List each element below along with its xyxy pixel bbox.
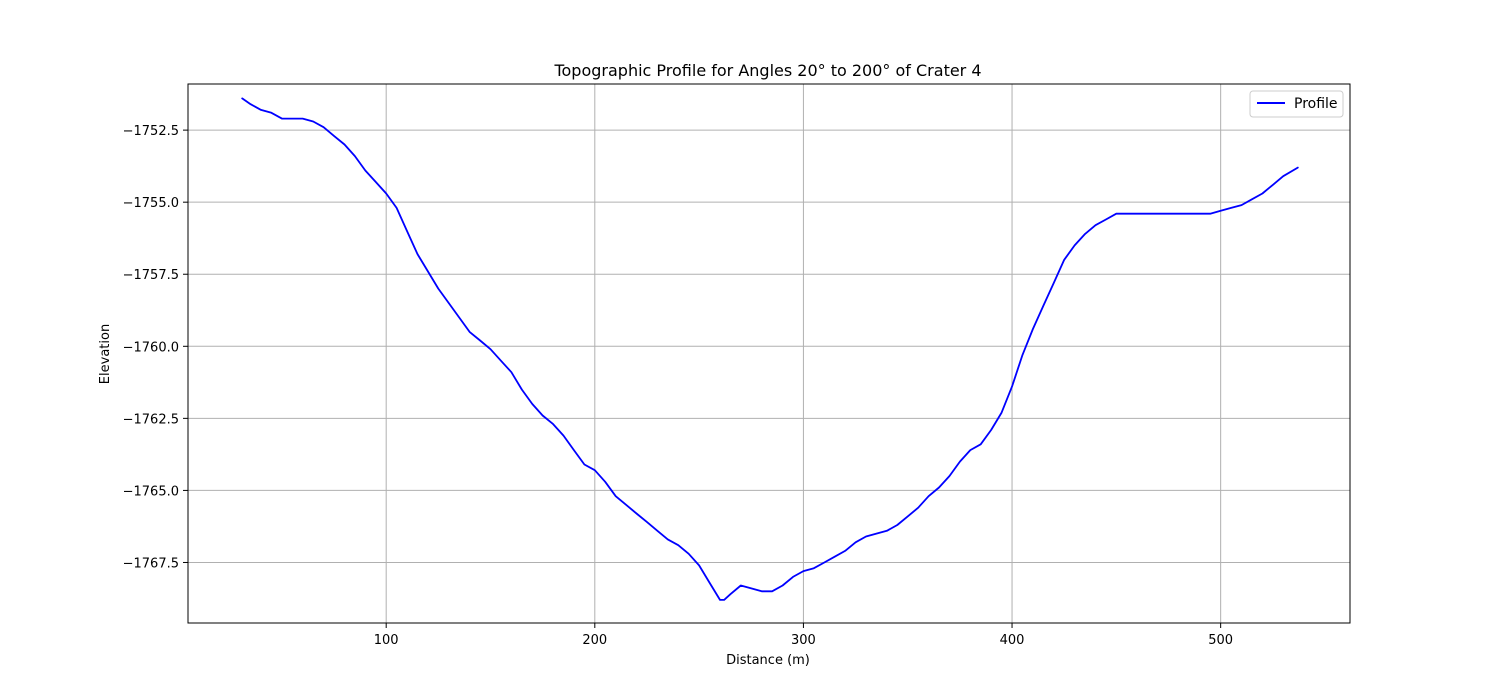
y-axis-ticks: −1752.5 −1755.0 −1757.5 −1760.0 −1762.5 −1765… <box>123 124 188 571</box>
y-tick-label: −1765.0 <box>123 484 179 499</box>
x-axis-ticks: 100 200 300 400 500 <box>374 623 1233 648</box>
x-tick-label: 300 <box>791 633 816 648</box>
y-tick-label: −1762.5 <box>123 412 179 427</box>
y-tick-label: −1757.5 <box>123 268 179 283</box>
grid-lines <box>188 84 1350 623</box>
legend-label-profile: Profile <box>1294 96 1338 112</box>
series-layer <box>241 97 1299 601</box>
x-axis-label: Distance (m) <box>726 653 810 668</box>
y-tick-label: −1760.0 <box>123 340 179 355</box>
y-tick-label: −1755.0 <box>123 196 179 211</box>
y-tick-label: −1767.5 <box>123 556 179 571</box>
x-tick-label: 200 <box>582 633 607 648</box>
x-tick-label: 100 <box>374 633 399 648</box>
x-tick-label: 500 <box>1208 633 1233 648</box>
legend-box <box>1249 90 1344 118</box>
chart-title: Topographic Profile for Angles 20° to 20… <box>553 61 981 80</box>
y-tick-label: −1752.5 <box>123 124 179 139</box>
plot-frame <box>187 83 1351 624</box>
x-tick-label: 400 <box>1000 633 1025 648</box>
series-line-profile <box>241 97 1299 601</box>
legend: Profile <box>1249 90 1344 118</box>
y-axis-label: Elevation <box>98 324 113 384</box>
